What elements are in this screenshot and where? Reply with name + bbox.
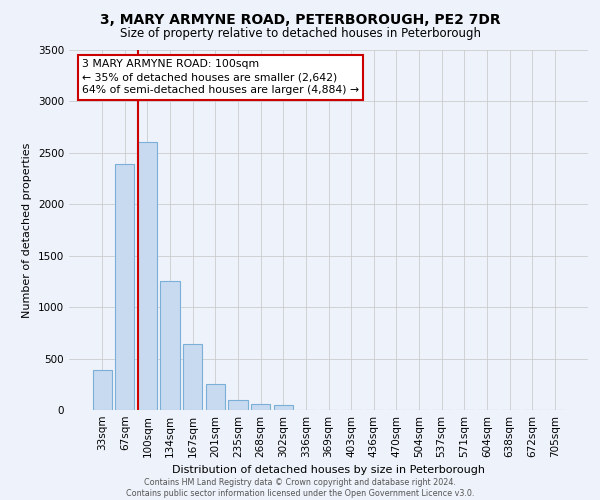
X-axis label: Distribution of detached houses by size in Peterborough: Distribution of detached houses by size … xyxy=(172,466,485,475)
Text: 3 MARY ARMYNE ROAD: 100sqm
← 35% of detached houses are smaller (2,642)
64% of s: 3 MARY ARMYNE ROAD: 100sqm ← 35% of deta… xyxy=(82,59,359,96)
Text: 3, MARY ARMYNE ROAD, PETERBOROUGH, PE2 7DR: 3, MARY ARMYNE ROAD, PETERBOROUGH, PE2 7… xyxy=(100,12,500,26)
Bar xyxy=(160,282,180,410)
Bar xyxy=(251,404,270,410)
Bar xyxy=(183,344,202,410)
Y-axis label: Number of detached properties: Number of detached properties xyxy=(22,142,32,318)
Text: Contains HM Land Registry data © Crown copyright and database right 2024.
Contai: Contains HM Land Registry data © Crown c… xyxy=(126,478,474,498)
Bar xyxy=(138,142,157,410)
Text: Size of property relative to detached houses in Peterborough: Size of property relative to detached ho… xyxy=(119,28,481,40)
Bar xyxy=(92,370,112,410)
Bar xyxy=(274,406,293,410)
Bar xyxy=(115,164,134,410)
Bar xyxy=(229,400,248,410)
Bar xyxy=(206,384,225,410)
